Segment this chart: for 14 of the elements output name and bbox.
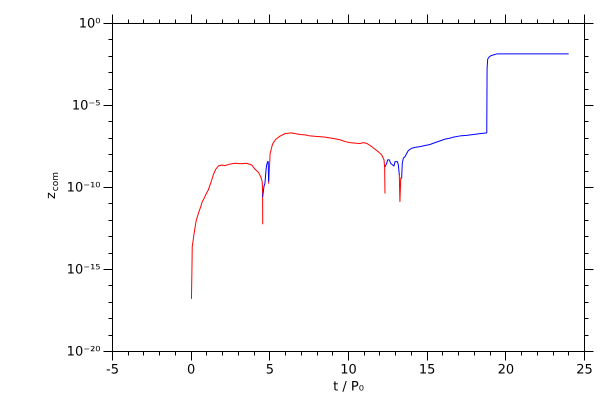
y-tick-label: 10⁻¹⁵ (66, 262, 100, 278)
x-axis-title: t / P₀ (333, 380, 364, 394)
x-tick-label: 20 (498, 362, 514, 378)
x-tick-label: 5 (266, 362, 274, 378)
x-tick-label: 15 (418, 362, 436, 378)
y-tick-label: 10⁻⁵ (72, 98, 100, 114)
x-tick-label: 10 (340, 362, 357, 378)
y-tick-label: 10⁻²⁰ (66, 344, 100, 360)
y-axis-title: zcom (44, 172, 61, 199)
x-tick-label: 25 (576, 362, 593, 378)
x-tick-label: 0 (187, 362, 196, 378)
x-tick-label: -5 (106, 362, 119, 378)
y-tick-label: 10⁰ (78, 16, 100, 32)
y-tick-label: 10⁻¹⁰ (66, 180, 100, 196)
